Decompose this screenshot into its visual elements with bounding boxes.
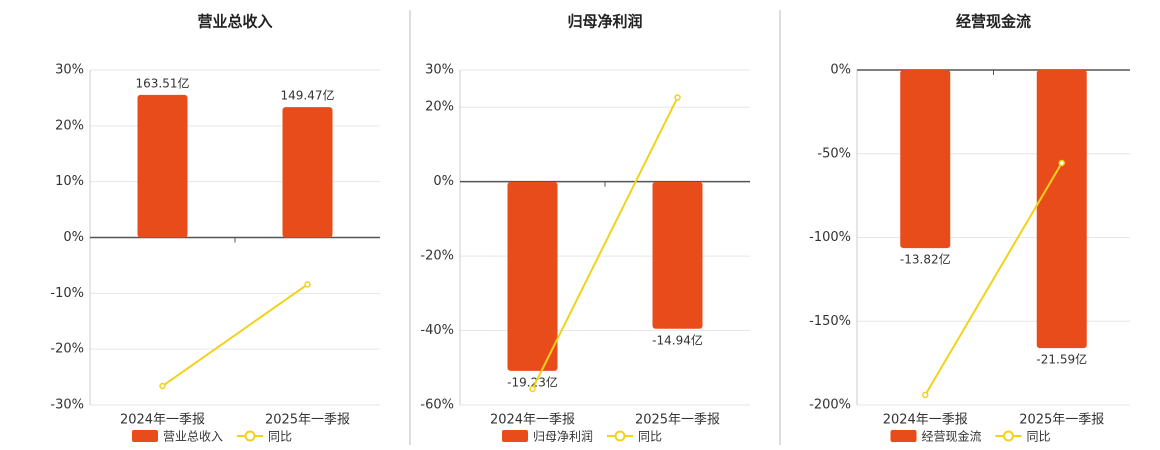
bar (507, 181, 558, 371)
data-label: 149.47亿 (281, 88, 335, 103)
data-label: -13.82亿 (900, 252, 951, 267)
y-tick-label: 0% (63, 230, 84, 245)
point (922, 391, 929, 399)
point (529, 385, 536, 393)
y-tick-label: 0% (830, 63, 851, 78)
data-label: -21.59亿 (1036, 352, 1087, 367)
x-tick-label: 2024年一季报 (120, 413, 205, 428)
point (674, 94, 681, 101)
y-tick-label: 10% (55, 174, 84, 189)
legend-label: 同比 (268, 430, 292, 444)
y-tick-label: -60% (420, 398, 454, 413)
y-tick-label: -200% (809, 398, 851, 413)
legend-label: 营业总收入 (163, 430, 223, 444)
bar (137, 94, 188, 238)
x-tick-label: 2025年一季报 (265, 413, 350, 428)
data-label: -14.94亿 (652, 332, 703, 347)
chart-title: 营业总收入 (197, 13, 272, 31)
y-tick-label: 30% (425, 63, 454, 78)
legend-swatch (502, 430, 528, 442)
point (1058, 159, 1065, 167)
bar (652, 181, 703, 329)
line (531, 97, 679, 390)
line (161, 283, 309, 387)
point (304, 281, 311, 288)
y-tick-label: 20% (425, 100, 454, 115)
y-tick-label: -40% (420, 323, 454, 338)
y-tick-label: -150% (809, 314, 851, 329)
y-tick-label: -20% (50, 342, 84, 357)
chart-title: 经营现金流 (956, 13, 1031, 31)
legend-marker (244, 430, 256, 442)
y-tick-label: -100% (809, 230, 851, 245)
y-tick-label: -30% (50, 398, 84, 413)
y-tick-label: 30% (55, 63, 84, 78)
legend-label: 经营现金流 (922, 429, 982, 444)
x-tick-label: 2024年一季报 (883, 413, 968, 428)
legend-label: 归母净利润 (533, 430, 593, 444)
line (924, 162, 1063, 396)
x-tick-label: 2025年一季报 (1019, 413, 1104, 428)
legend-marker (1003, 430, 1014, 442)
data-label: -19.23亿 (507, 374, 558, 389)
bar (1036, 70, 1087, 349)
legend-label: 同比 (1027, 430, 1051, 444)
legend-swatch (890, 430, 917, 442)
x-tick-label: 2025年一季报 (635, 413, 720, 428)
point (159, 382, 166, 390)
y-tick-label: -50% (817, 146, 851, 161)
y-tick-label: -20% (420, 249, 454, 264)
y-tick-label: -10% (50, 286, 84, 301)
y-tick-label: 20% (55, 118, 84, 133)
data-label: 163.51亿 (136, 75, 190, 90)
bar (282, 107, 333, 238)
legend-label: 同比 (638, 430, 662, 444)
bar (900, 70, 951, 249)
x-tick-label: 2024年一季报 (490, 413, 575, 428)
legend-marker (614, 430, 626, 442)
chart-title: 归母净利润 (567, 13, 642, 31)
y-tick-label: 0% (433, 174, 454, 189)
legend-swatch (132, 430, 158, 442)
